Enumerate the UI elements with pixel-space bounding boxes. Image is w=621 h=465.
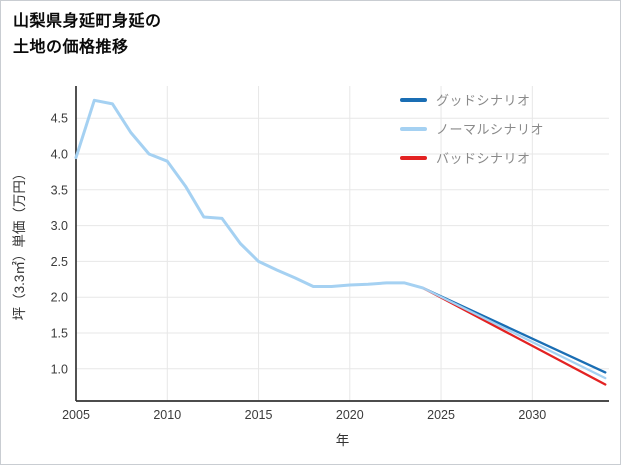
legend-label-bad: バッドシナリオ	[436, 151, 531, 166]
x-tick-label: 2005	[62, 408, 90, 422]
y-tick-label: 3.5	[51, 183, 68, 197]
series-line-normal-scenario	[421, 286, 607, 380]
chart-legend: グッドシナリオ ノーマルシナリオ バッドシナリオ	[400, 90, 544, 167]
y-tick-label: 1.0	[51, 362, 68, 376]
y-tick-label: 3.0	[51, 219, 68, 233]
legend-item-normal-scenario: ノーマルシナリオ	[400, 119, 544, 138]
chart-title-line1: 山梨県身延町身延の	[13, 13, 162, 30]
y-tick-label: 1.5	[51, 326, 68, 340]
x-axis-title: 年	[336, 433, 350, 448]
legend-label-good: グッドシナリオ	[436, 93, 531, 108]
legend-item-good-scenario: グッドシナリオ	[400, 90, 544, 109]
y-tick-label: 4.0	[51, 148, 68, 162]
x-tick-label: 2025	[427, 408, 455, 422]
x-tick-label: 2020	[336, 408, 364, 422]
x-tick-label: 2015	[245, 408, 273, 422]
x-tick-label: 2030	[518, 408, 546, 422]
y-tick-label: 2.0	[51, 291, 68, 305]
legend-item-bad-scenario: バッドシナリオ	[400, 148, 544, 167]
chart-title: 山梨県身延町身延の 土地の価格推移	[13, 9, 162, 62]
series-line-history	[74, 98, 425, 290]
x-tick-label: 2010	[153, 408, 181, 422]
y-axis-title: 坪（3.3㎡）単価（万円）	[12, 167, 27, 321]
good-scenario-line-swatch	[400, 97, 427, 102]
y-tick-label: 4.5	[51, 112, 68, 126]
y-tick-label: 2.5	[51, 255, 68, 269]
bad-scenario-line-swatch	[400, 155, 427, 160]
chart-title-line2: 土地の価格推移	[13, 39, 129, 57]
legend-label-normal: ノーマルシナリオ	[436, 122, 545, 137]
normal-scenario-line-swatch	[400, 126, 427, 131]
